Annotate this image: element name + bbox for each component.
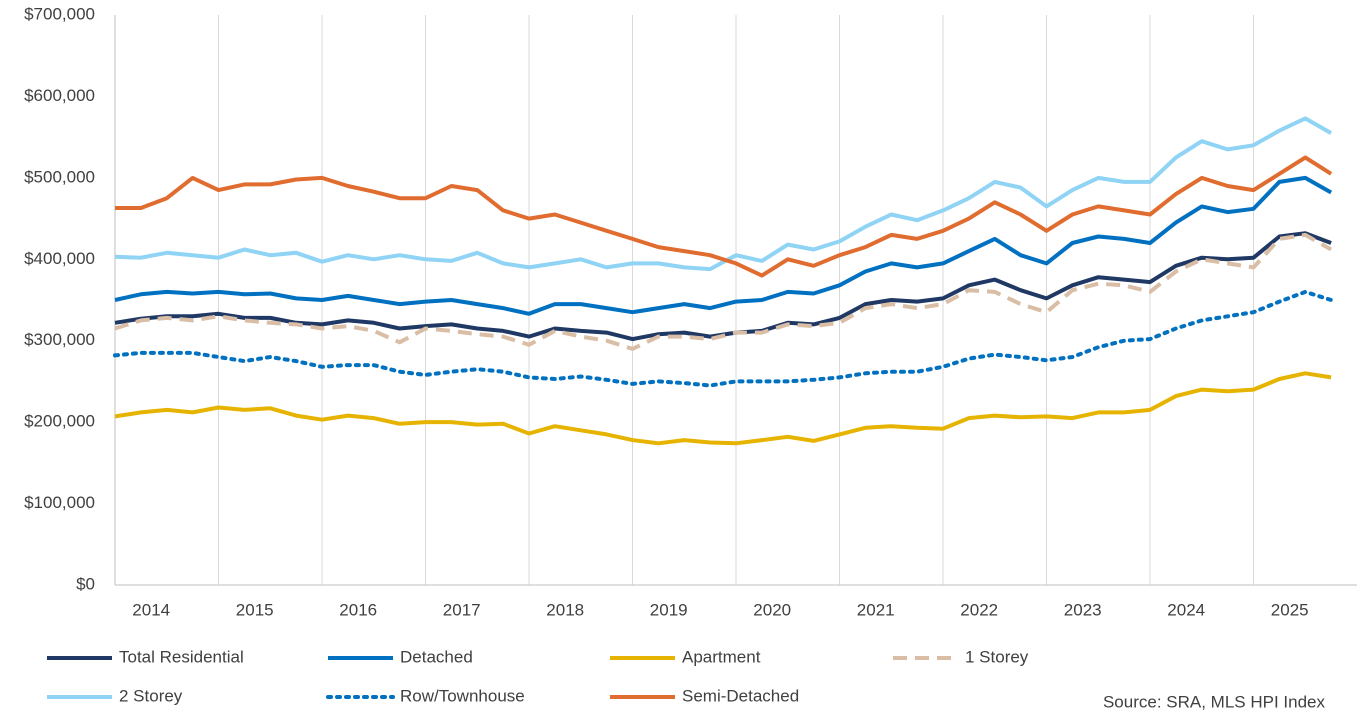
legend-label: 1 Storey [965, 647, 1029, 666]
x-tick-label: 2014 [132, 600, 170, 619]
series-line [114, 371, 1332, 446]
x-tick-label: 2019 [650, 600, 688, 619]
legend-label: 2 Storey [119, 686, 183, 705]
y-tick-label: $700,000 [24, 4, 95, 23]
series-line [115, 155, 1333, 278]
x-tick-label: 2017 [443, 600, 481, 619]
legend-label: Detached [400, 647, 473, 666]
series-line [114, 175, 1333, 316]
legend-label: Apartment [682, 647, 761, 666]
x-tick-label: 2018 [546, 600, 584, 619]
y-tick-label: $600,000 [24, 86, 95, 105]
legend-label: Total Residential [119, 647, 244, 666]
y-tick-label: $100,000 [24, 493, 95, 512]
x-tick-label: 2024 [1167, 600, 1205, 619]
source-note: Source: SRA, MLS HPI Index [1103, 692, 1326, 711]
y-tick-label: $0 [76, 574, 95, 593]
x-tick-label: 2020 [753, 600, 791, 619]
x-tick-label: 2023 [1064, 600, 1102, 619]
series-line [114, 232, 1333, 351]
x-tick-label: 2021 [857, 600, 895, 619]
series-line [113, 289, 1334, 388]
y-tick-label: $400,000 [24, 249, 95, 268]
series-line [114, 116, 1333, 272]
x-tick-label: 2015 [236, 600, 274, 619]
x-tick-label: 2025 [1271, 600, 1309, 619]
y-tick-label: $300,000 [24, 330, 95, 349]
legend-label: Semi-Detached [682, 686, 799, 705]
legend-label: Row/Townhouse [400, 686, 525, 705]
y-tick-label: $500,000 [24, 167, 95, 186]
x-tick-label: 2022 [960, 600, 998, 619]
y-tick-label: $200,000 [24, 412, 95, 431]
x-tick-label: 2016 [339, 600, 377, 619]
